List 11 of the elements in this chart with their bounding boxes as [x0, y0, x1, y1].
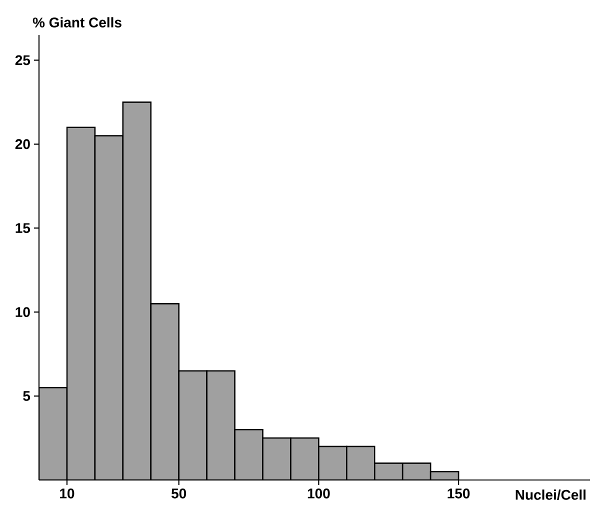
- y-axis-title: % Giant Cells: [32, 17, 122, 28]
- y-tick-label: 20: [15, 139, 30, 150]
- y-tick-label: 15: [16, 223, 30, 233]
- x-tick-label: 150: [448, 488, 470, 498]
- x-tick-label: 100: [308, 488, 330, 498]
- x-axis-title: Nuclei/Cell: [516, 490, 586, 500]
- x-tick-label: 10: [60, 488, 74, 498]
- x-tick-label: 50: [171, 488, 186, 498]
- y-tick-label: 25: [15, 55, 30, 66]
- y-tick-label: 10: [16, 307, 30, 318]
- y-tick-label: 5: [23, 391, 30, 401]
